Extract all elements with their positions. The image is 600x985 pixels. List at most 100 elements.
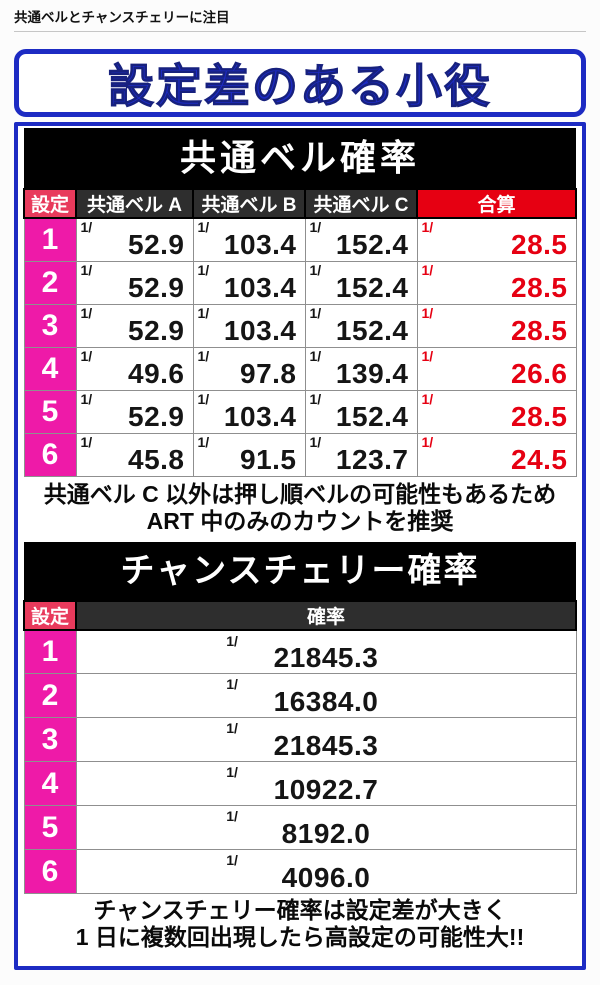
total-value: 28.5 <box>511 315 568 346</box>
table-row: 3 1/21845.3 <box>23 717 577 762</box>
probability-cell: 1/21845.3 <box>75 629 577 674</box>
one-over-prefix: 1/ <box>226 720 238 736</box>
bell-c-cell: 1/152.4 <box>304 303 418 348</box>
total-cell: 1/24.5 <box>416 432 577 477</box>
one-over-prefix: 1/ <box>80 261 93 278</box>
one-over-prefix: 1/ <box>197 261 210 278</box>
one-over-prefix: 1/ <box>309 433 322 450</box>
bell-b-cell: 1/103.4 <box>192 217 306 262</box>
bell-c-cell: 1/152.4 <box>304 260 418 305</box>
setting-cell: 6 <box>23 432 77 477</box>
total-cell: 1/28.5 <box>416 260 577 305</box>
table-row: 2 1/16384.0 <box>23 673 577 718</box>
table-row: 1 1/52.9 1/103.4 1/152.4 1/28.5 <box>23 217 577 262</box>
header-row: 設定 確率 <box>23 599 577 631</box>
total-cell: 1/28.5 <box>416 389 577 434</box>
one-over-prefix: 1/ <box>197 304 210 321</box>
table-row: 1 1/21845.3 <box>23 629 577 674</box>
bell-c-value: 152.4 <box>335 272 409 303</box>
cherry-note-line2: 1 日に複数回出現したら高設定の可能性大!! <box>75 924 525 950</box>
total-value: 24.5 <box>511 444 568 475</box>
bell-note-line2: ART 中のみのカウントを推奨 <box>146 507 454 534</box>
probability-cell: 1/16384.0 <box>75 673 577 718</box>
one-over-prefix: 1/ <box>309 347 322 364</box>
cherry-table-note: チャンスチェリー確率は設定差が大きく 1 日に複数回出現したら高設定の可能性大!… <box>21 894 579 951</box>
bell-b-cell: 1/103.4 <box>192 303 306 348</box>
chance-cherry-table: 設定 確率 1 1/21845.3 2 1/16384.0 3 1/21845.… <box>23 599 577 894</box>
one-over-prefix: 1/ <box>197 390 210 407</box>
table-row: 3 1/52.9 1/103.4 1/152.4 1/28.5 <box>23 303 577 348</box>
bell-a-cell: 1/52.9 <box>75 260 194 305</box>
col-header-setting: 設定 <box>23 599 77 631</box>
bell-note-line1: 共通ベル C 以外は押し順ベルの可能性もあるため <box>43 480 557 507</box>
setting-cell: 3 <box>23 303 77 348</box>
setting-cell: 6 <box>23 849 77 894</box>
one-over-prefix: 1/ <box>421 433 434 450</box>
bell-a-cell: 1/52.9 <box>75 389 194 434</box>
bell-b-cell: 1/97.8 <box>192 346 306 391</box>
bell-b-cell: 1/91.5 <box>192 432 306 477</box>
bell-c-value: 152.4 <box>335 315 409 346</box>
bell-table-title: 共通ベル確率 <box>24 128 576 188</box>
col-header-setting: 設定 <box>23 188 77 219</box>
col-header-probability: 確率 <box>75 599 577 631</box>
setting-cell: 4 <box>23 346 77 391</box>
one-over-prefix: 1/ <box>197 433 210 450</box>
top-caption: 共通ベルとチャンスチェリーに注目 <box>14 10 230 25</box>
content-frame: 共通ベル確率 設定 共通ベル A 共通ベル B 共通ベル C 合算 1 1/52… <box>14 122 586 970</box>
col-header-bell-a: 共通ベル A <box>75 188 194 219</box>
table-row: 2 1/52.9 1/103.4 1/152.4 1/28.5 <box>23 260 577 305</box>
total-cell: 1/26.6 <box>416 346 577 391</box>
bell-c-cell: 1/123.7 <box>304 432 418 477</box>
bell-c-value: 152.4 <box>335 401 409 432</box>
cherry-note-line1: チャンスチェリー確率は設定差が大きく <box>93 897 507 923</box>
probability-value: 8192.0 <box>281 817 371 849</box>
setting-cell: 3 <box>23 717 77 762</box>
col-header-total: 合算 <box>416 188 577 219</box>
one-over-prefix: 1/ <box>421 219 434 235</box>
table-row: 6 1/45.8 1/91.5 1/123.7 1/24.5 <box>23 432 577 477</box>
bell-b-value: 103.4 <box>223 229 297 261</box>
total-value: 28.5 <box>511 272 568 303</box>
one-over-prefix: 1/ <box>421 347 434 364</box>
bell-a-cell: 1/52.9 <box>75 217 194 262</box>
one-over-prefix: 1/ <box>309 304 322 321</box>
bell-a-value: 49.6 <box>128 358 185 389</box>
one-over-prefix: 1/ <box>80 347 93 364</box>
one-over-prefix: 1/ <box>309 261 322 278</box>
setting-cell: 5 <box>23 389 77 434</box>
bell-b-cell: 1/103.4 <box>192 260 306 305</box>
header-row: 設定 共通ベル A 共通ベル B 共通ベル C 合算 <box>23 188 577 219</box>
setting-cell: 5 <box>23 805 77 850</box>
bell-a-value: 52.9 <box>128 315 185 346</box>
bell-a-cell: 1/49.6 <box>75 346 194 391</box>
bell-a-cell: 1/45.8 <box>75 432 194 477</box>
one-over-prefix: 1/ <box>421 390 434 407</box>
one-over-prefix: 1/ <box>309 390 322 407</box>
one-over-prefix: 1/ <box>226 632 238 649</box>
bell-b-value: 103.4 <box>223 401 297 432</box>
bell-c-cell: 1/152.4 <box>304 217 418 262</box>
setting-cell: 1 <box>23 217 77 262</box>
bell-b-cell: 1/103.4 <box>192 389 306 434</box>
total-value: 26.6 <box>511 358 568 389</box>
bell-b-value: 103.4 <box>223 272 297 303</box>
common-bell-table: 設定 共通ベル A 共通ベル B 共通ベル C 合算 1 1/52.9 1/10… <box>23 188 577 477</box>
bell-table-note: 共通ベル C 以外は押し順ベルの可能性もあるため ART 中のみのカウントを推奨 <box>21 477 579 542</box>
one-over-prefix: 1/ <box>80 390 93 407</box>
bell-a-value: 52.9 <box>128 401 185 432</box>
one-over-prefix: 1/ <box>80 219 93 235</box>
table-row: 5 1/8192.0 <box>23 805 577 850</box>
bell-b-value: 91.5 <box>240 444 297 475</box>
one-over-prefix: 1/ <box>197 219 210 235</box>
col-header-bell-b: 共通ベル B <box>192 188 306 219</box>
table-row: 6 1/4096.0 <box>23 849 577 894</box>
probability-cell: 1/21845.3 <box>75 717 577 762</box>
main-title-box: 設定差のある小役 <box>14 49 586 117</box>
setting-cell: 2 <box>23 673 77 718</box>
divider-line <box>14 31 586 32</box>
page-title: 設定差のある小役 <box>108 60 492 113</box>
one-over-prefix: 1/ <box>421 261 434 278</box>
bell-c-value: 139.4 <box>335 358 409 389</box>
